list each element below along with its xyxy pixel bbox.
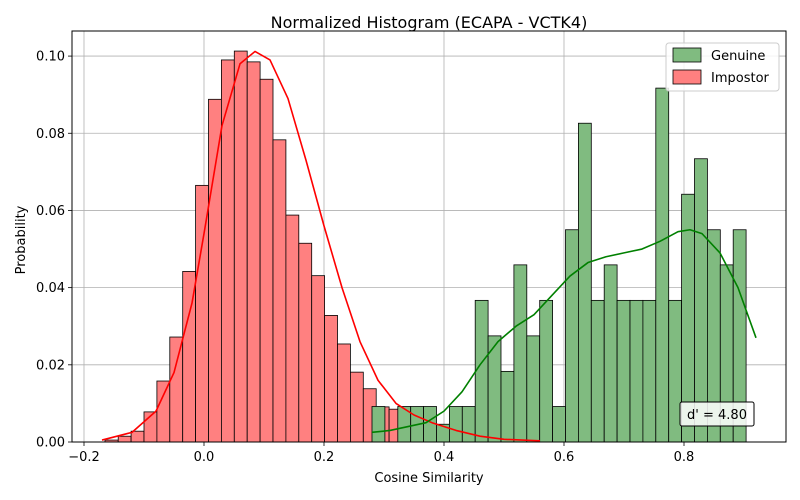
bars	[104, 50, 747, 443]
genuine-bar	[565, 229, 579, 443]
genuine-kde-line	[371, 228, 757, 434]
genuine-bar	[552, 406, 566, 443]
density-curves	[101, 50, 757, 442]
x-tick-label: −0.2	[68, 450, 100, 465]
y-tick-label: 0.06	[36, 204, 65, 219]
genuine-bar	[629, 299, 644, 443]
impostor-bar	[285, 214, 300, 443]
legend-label-genuine: Genuine	[711, 49, 765, 64]
y-tick-label: 0.08	[36, 127, 65, 142]
genuine-bar	[616, 299, 631, 443]
x-tick-label: 0.0	[194, 450, 215, 465]
genuine-bar	[448, 406, 463, 443]
impostor-bar	[337, 343, 351, 443]
genuine-bar	[461, 406, 476, 443]
impostor-bar	[349, 371, 364, 443]
genuine-bar	[371, 406, 386, 443]
x-tick-label: 0.2	[314, 450, 335, 465]
genuine-bar	[655, 87, 670, 443]
genuine-bar	[694, 158, 708, 443]
impostor-bar	[156, 380, 171, 443]
legend: Genuine Impostor	[665, 42, 780, 92]
legend-swatch-impostor	[672, 69, 702, 85]
impostor-bar	[220, 59, 235, 443]
y-axis-label: Probability	[14, 205, 29, 274]
legend-label-impostor: Impostor	[711, 71, 770, 86]
genuine-bar	[539, 299, 554, 443]
genuine-bar	[513, 264, 528, 443]
genuine-bar	[500, 370, 515, 443]
x-tick-label: 0.8	[674, 450, 695, 465]
genuine-bar	[603, 264, 618, 443]
legend-swatch-genuine	[672, 47, 702, 63]
y-tick-label: 0.04	[36, 281, 65, 296]
impostor-bar	[324, 315, 338, 443]
impostor-bar	[272, 139, 287, 443]
y-tick-label: 0.02	[36, 358, 65, 373]
genuine-bar	[642, 299, 657, 443]
impostor-kde-line	[101, 50, 541, 442]
impostor-bar	[117, 435, 132, 443]
genuine-bar	[590, 299, 605, 443]
genuine-bar	[474, 299, 489, 443]
chart-title: Normalized Histogram (ECAPA - VCTK4)	[271, 13, 588, 32]
impostor-bar	[169, 336, 184, 443]
x-axis-label: Cosine Similarity	[374, 471, 484, 486]
impostor-bar	[298, 242, 313, 443]
genuine-bar	[526, 335, 541, 443]
impostor-bar	[246, 61, 261, 443]
genuine-bar	[578, 122, 592, 443]
x-tick-label: 0.4	[434, 450, 455, 465]
impostor-bar	[195, 184, 209, 443]
plot-frame	[71, 30, 787, 443]
dprime-annotation: d' = 4.80	[679, 401, 755, 427]
y-tick-label: 0.00	[36, 436, 65, 451]
y-tick-label: 0.10	[36, 50, 65, 65]
annotation-box	[679, 401, 755, 427]
impostor-bar	[311, 275, 326, 443]
impostor-bar	[208, 98, 222, 443]
impostor-bar	[233, 50, 248, 443]
impostor-bar	[130, 430, 145, 443]
annotation-text: d' = 4.80	[687, 408, 747, 423]
axis-ticks: −0.2 0.0 0.2 0.4 0.6 0.8 0.00 0.02 0.04 0.06 0.08 0…	[36, 50, 694, 465]
impostor-bar	[259, 78, 274, 443]
x-tick-label: 0.6	[554, 450, 575, 465]
